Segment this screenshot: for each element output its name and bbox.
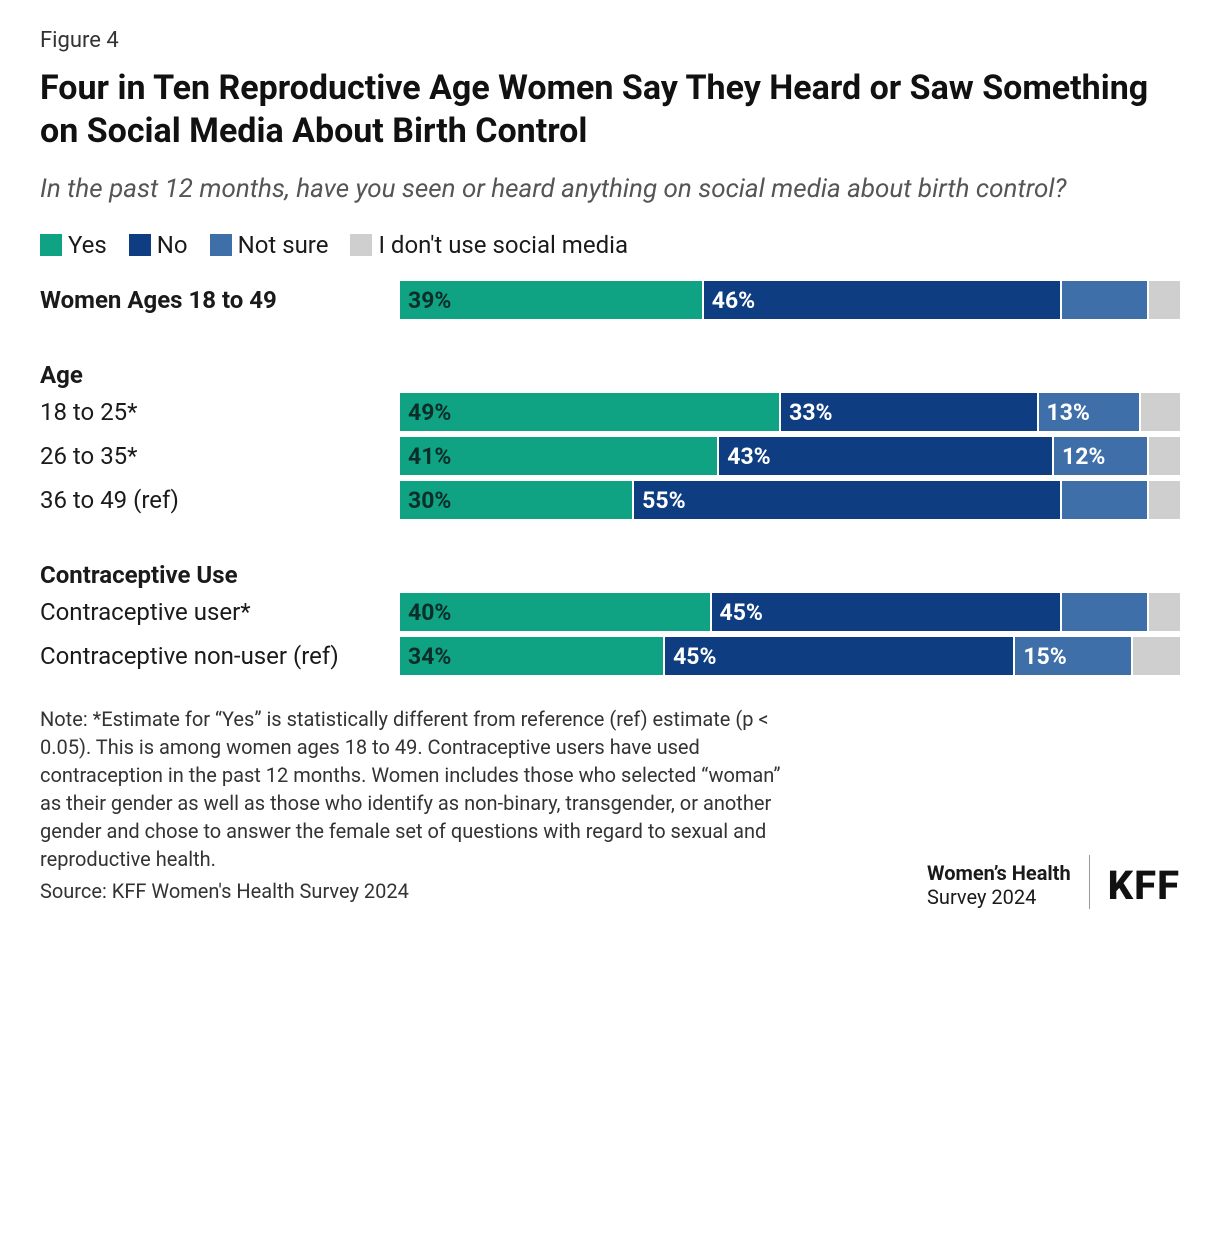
bar-row-label: Women Ages 18 to 49 <box>40 282 400 319</box>
legend-swatch <box>350 234 372 256</box>
bar-segment: 15% <box>1015 637 1131 675</box>
stacked-bar: 40%45% <box>400 593 1180 631</box>
bar-row: 26 to 35*41%43%12% <box>40 437 1180 475</box>
bar-segment: 55% <box>634 481 1060 519</box>
legend-item: No <box>129 231 188 259</box>
bar-segment <box>1062 481 1147 519</box>
stacked-bar: 30%55% <box>400 481 1180 519</box>
bar-segment: 45% <box>712 593 1060 631</box>
bar-segment <box>1141 393 1180 431</box>
legend-swatch <box>129 234 151 256</box>
bar-row: Contraceptive non-user (ref)34%45%15% <box>40 637 1180 675</box>
bar-row-label: Contraceptive non-user (ref) <box>40 638 400 675</box>
legend-item: Not sure <box>210 231 329 259</box>
bar-segment <box>1062 593 1147 631</box>
legend-label: Not sure <box>238 231 329 259</box>
bar-row-label: 36 to 49 (ref) <box>40 482 400 519</box>
bar-segment: 13% <box>1039 393 1140 431</box>
bar-segment <box>1062 281 1147 319</box>
bar-row: Women Ages 18 to 4939%46% <box>40 281 1180 319</box>
legend-item: Yes <box>40 231 107 259</box>
bar-row: 18 to 25*49%33%13% <box>40 393 1180 431</box>
stacked-bar: 49%33%13% <box>400 393 1180 431</box>
spacer <box>40 519 1180 553</box>
bar-segment: 12% <box>1054 437 1147 475</box>
spacer <box>40 319 1180 353</box>
brand-separator <box>1089 855 1090 909</box>
bar-row-label: Contraceptive user* <box>40 594 400 631</box>
section-header: Contraceptive Use <box>40 553 1180 593</box>
legend-label: No <box>157 231 188 259</box>
bar-row-label: 18 to 25* <box>40 394 400 431</box>
bar-segment: 39% <box>400 281 702 319</box>
bar-row: Contraceptive user*40%45% <box>40 593 1180 631</box>
bar-segment: 43% <box>719 437 1052 475</box>
bar-segment <box>1149 437 1180 475</box>
legend-swatch <box>40 234 62 256</box>
bar-segment: 30% <box>400 481 632 519</box>
brand-line1: Women’s Health <box>927 861 1071 885</box>
chart-question: In the past 12 months, have you seen or … <box>40 172 1120 207</box>
bar-segment <box>1149 281 1180 319</box>
bar-segment: 40% <box>400 593 710 631</box>
section-header: Age <box>40 353 1180 393</box>
stacked-bar: 39%46% <box>400 281 1180 319</box>
brand-block: Women’s Health Survey 2024 KFF <box>840 705 1180 909</box>
bar-segment <box>1133 637 1180 675</box>
bar-segment: 33% <box>781 393 1036 431</box>
legend-swatch <box>210 234 232 256</box>
brand-line2: Survey 2024 <box>927 885 1071 909</box>
legend-item: I don't use social media <box>350 231 628 259</box>
legend-label: Yes <box>68 231 107 259</box>
stacked-bar: 34%45%15% <box>400 637 1180 675</box>
bar-segment: 45% <box>665 637 1013 675</box>
legend: Yes No Not sure I don't use social media <box>40 231 1180 259</box>
bar-segment: 41% <box>400 437 717 475</box>
bar-segment <box>1149 593 1180 631</box>
figure-label: Figure 4 <box>40 28 1180 53</box>
bar-segment: 49% <box>400 393 779 431</box>
bar-segment: 34% <box>400 637 663 675</box>
bar-row-label: 26 to 35* <box>40 438 400 475</box>
kff-logo: KFF <box>1108 862 1180 909</box>
chart-area: Women Ages 18 to 4939%46% Age18 to 25*49%… <box>40 281 1180 675</box>
bar-row: 36 to 49 (ref)30%55% <box>40 481 1180 519</box>
source-text: Source: KFF Women's Health Survey 2024 <box>40 877 800 905</box>
stacked-bar: 41%43%12% <box>400 437 1180 475</box>
bar-segment: 46% <box>704 281 1060 319</box>
chart-title: Four in Ten Reproductive Age Women Say T… <box>40 67 1180 152</box>
legend-label: I don't use social media <box>378 231 628 259</box>
footnote-block: Note: *Estimate for “Yes” is statistical… <box>40 705 800 909</box>
note-text: Note: *Estimate for “Yes” is statistical… <box>40 705 800 873</box>
bar-segment <box>1149 481 1180 519</box>
